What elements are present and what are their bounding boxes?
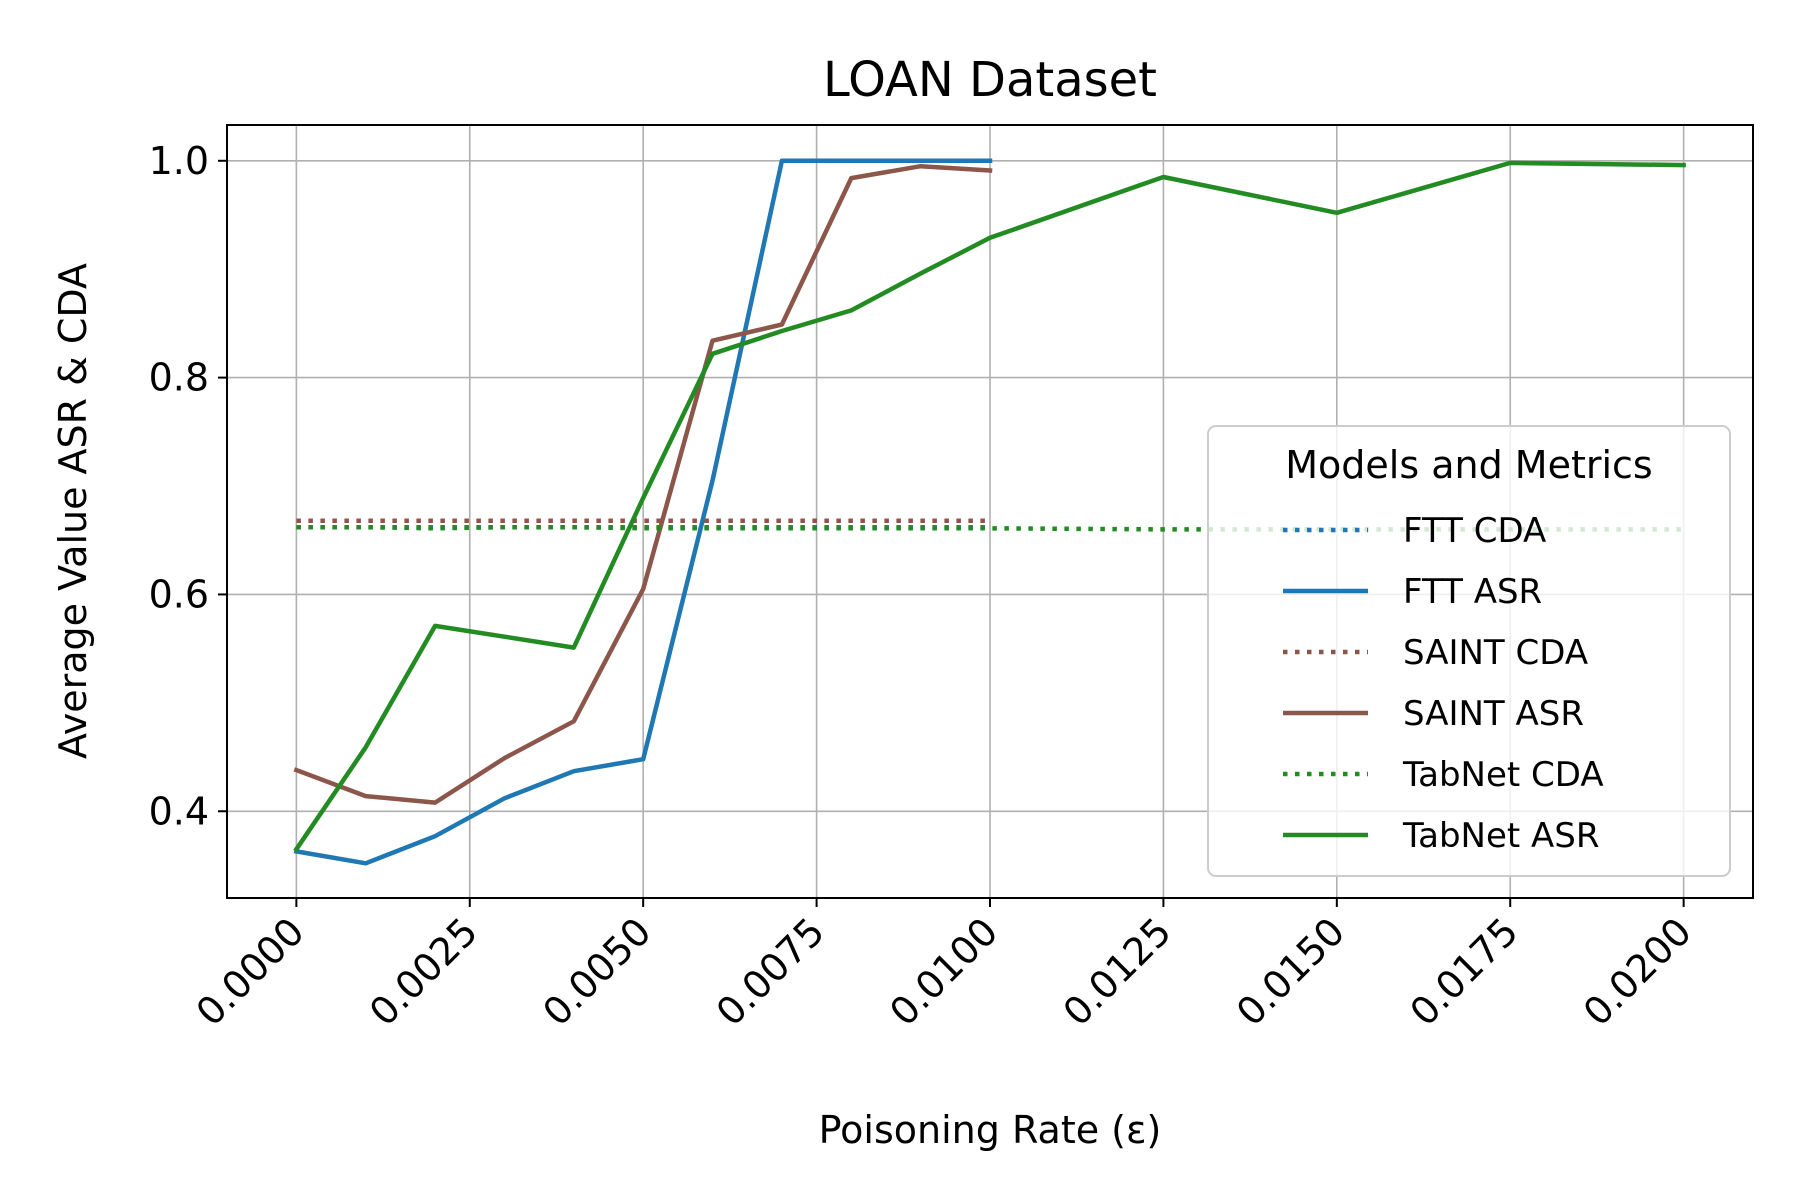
y-axis-ticks: 0.4 0.6 0.8 1.0 bbox=[149, 139, 227, 833]
series-line-saint-asr bbox=[293, 163, 993, 805]
legend-title: Models and Metrics bbox=[1285, 443, 1652, 487]
y-tick-label: 0.8 bbox=[149, 356, 209, 400]
legend-label-saint-asr: SAINT ASR bbox=[1403, 694, 1584, 734]
chart-title: LOAN Dataset bbox=[823, 52, 1157, 108]
series-line-ftt-asr bbox=[293, 158, 993, 866]
x-axis-label: Poisoning Rate (ε) bbox=[819, 1108, 1162, 1152]
y-tick-label: 0.6 bbox=[149, 572, 209, 616]
legend-label-tabnet-asr: TabNet ASR bbox=[1402, 816, 1600, 856]
legend-label-tabnet-cda: TabNet CDA bbox=[1402, 755, 1604, 795]
legend-box bbox=[1207, 425, 1731, 877]
legend-label-saint-cda: SAINT CDA bbox=[1403, 633, 1588, 673]
y-axis-label: Average Value ASR & CDA bbox=[51, 263, 95, 759]
legend-label-ftt-cda: FTT CDA bbox=[1403, 511, 1546, 551]
series-group bbox=[293, 158, 1686, 866]
legend: Models and Metrics FTT CDA FTT ASR SAINT C… bbox=[1207, 425, 1731, 877]
legend-label-ftt-asr: FTT ASR bbox=[1403, 572, 1542, 612]
y-tick-label: 0.4 bbox=[149, 789, 209, 833]
series-line-tabnet-asr bbox=[293, 160, 1686, 853]
y-tick-label: 1.0 bbox=[149, 139, 209, 183]
